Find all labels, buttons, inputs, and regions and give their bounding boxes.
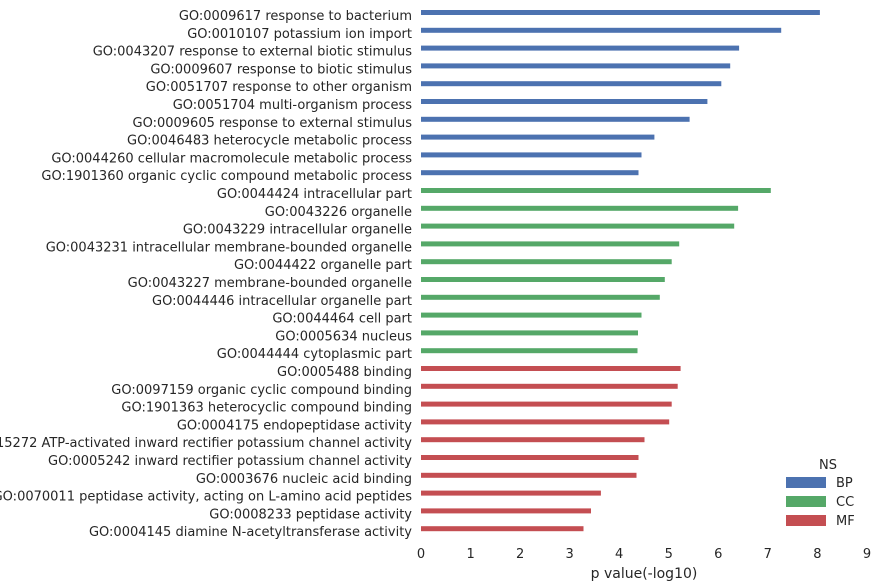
bar-bp: [421, 45, 740, 51]
category-label: GO:0043231 intracellular membrane-bounde…: [46, 240, 412, 255]
category-label: GO:0051707 response to other organism: [146, 80, 412, 95]
category-label: GO:0009617 response to bacterium: [179, 9, 412, 24]
bar-bp: [421, 27, 782, 33]
x-tick-label: 1: [466, 547, 474, 562]
bar-cc: [421, 205, 739, 211]
bar-cc: [421, 188, 771, 193]
category-label: GO:0043226 organelle: [265, 205, 412, 220]
legend: NS BP CC MF: [786, 458, 855, 529]
x-tick-label: 4: [615, 547, 623, 562]
bar-bp: [421, 134, 655, 140]
category-label: GO:0005634 nucleus: [275, 329, 412, 344]
bar-bp: [421, 116, 690, 122]
bar-mf: [421, 455, 639, 460]
category-label: GO:0003676 nucleic acid binding: [196, 472, 412, 487]
x-tick-label: 9: [863, 547, 871, 562]
bar-mf: [421, 401, 672, 407]
x-tick-label: 5: [665, 547, 673, 562]
category-label: GO:0044422 organelle part: [234, 258, 412, 273]
bar-mf: [421, 366, 681, 371]
category-label: GO:0043229 intracellular organelle: [183, 223, 412, 238]
category-label: GO:0097159 organic cyclic compound bindi…: [111, 383, 412, 398]
x-tick-labels-group: 0 1 2 3 4 5 6 7 8 9: [417, 547, 871, 562]
category-label: GO:1901360 organic cyclic compound metab…: [41, 169, 412, 184]
category-label: GO:0070011 peptidase activity, acting on…: [0, 490, 412, 505]
category-label: GO:0051704 multi-organism process: [173, 98, 413, 113]
category-label: GO:0044464 cell part: [272, 312, 412, 327]
legend-label-mf: MF: [836, 514, 855, 529]
legend-swatch-cc: [786, 496, 826, 507]
bar-bp: [421, 99, 708, 104]
category-label: GO:0009607 response to biotic stimulus: [150, 62, 412, 77]
bar-cc: [421, 330, 638, 336]
x-tick-label: 7: [764, 547, 772, 562]
bar-cc: [421, 277, 665, 282]
bar-mf: [421, 490, 601, 496]
bar-bp: [421, 63, 731, 69]
bar-cc: [421, 259, 672, 265]
legend-label-bp: BP: [836, 476, 853, 491]
x-tick-label: 2: [516, 547, 524, 562]
category-label: GO:0010107 potassium ion import: [187, 27, 412, 42]
category-label: GO:0004145 diamine N-acetyltransferase a…: [89, 525, 412, 540]
legend-swatch-mf: [786, 515, 826, 526]
bar-mf: [421, 383, 678, 389]
legend-label-cc: CC: [836, 495, 854, 510]
x-tick-label: 3: [565, 547, 573, 562]
bar-cc: [421, 294, 660, 300]
bar-mf: [421, 472, 637, 478]
bar-bp: [421, 10, 820, 15]
category-label: GO:0044424 intracellular part: [217, 187, 412, 202]
category-label: GO:0046483 heterocycle metabolic process: [127, 134, 412, 149]
category-label: GO:0005242 inward rectifier potassium ch…: [48, 454, 412, 469]
legend-title: NS: [819, 458, 837, 473]
bar-bp: [421, 81, 722, 87]
category-label: GO:1901363 heterocyclic compound binding: [121, 401, 412, 416]
category-label: GO:0009605 response to external stimulus: [133, 116, 413, 131]
category-label: GO:0044260 cellular macromolecule metabo…: [51, 151, 412, 166]
x-axis-label: p value(-log10): [591, 566, 698, 582]
category-label: GO:0015272 ATP-activated inward rectifie…: [0, 436, 412, 451]
bar-cc: [421, 312, 642, 318]
category-label: GO:0008233 peptidase activity: [209, 507, 412, 522]
bar-cc: [421, 223, 735, 229]
bar-bp: [421, 152, 642, 158]
bar-mf: [421, 419, 670, 425]
bars-group: [421, 10, 820, 532]
category-label: GO:0004175 endopeptidase activity: [177, 418, 412, 433]
category-label: GO:0005488 binding: [277, 365, 412, 380]
category-label: GO:0043227 membrane-bounded organelle: [128, 276, 412, 291]
category-label: GO:0044446 intracellular organelle part: [152, 294, 412, 309]
x-tick-label: 0: [417, 547, 425, 562]
x-tick-label: 8: [813, 547, 821, 562]
bar-mf: [421, 526, 584, 532]
bar-mf: [421, 508, 591, 514]
legend-swatch-bp: [786, 477, 826, 488]
category-label: GO:0044444 cytoplasmic part: [217, 347, 412, 362]
category-label: GO:0043207 response to external biotic s…: [93, 45, 413, 60]
bar-cc: [421, 348, 638, 354]
category-labels-group: GO:0009617 response to bacterium GO:00101…: [0, 9, 412, 540]
x-tick-label: 6: [714, 547, 722, 562]
bar-mf: [421, 437, 645, 443]
bar-bp: [421, 170, 639, 176]
bar-cc: [421, 241, 680, 247]
